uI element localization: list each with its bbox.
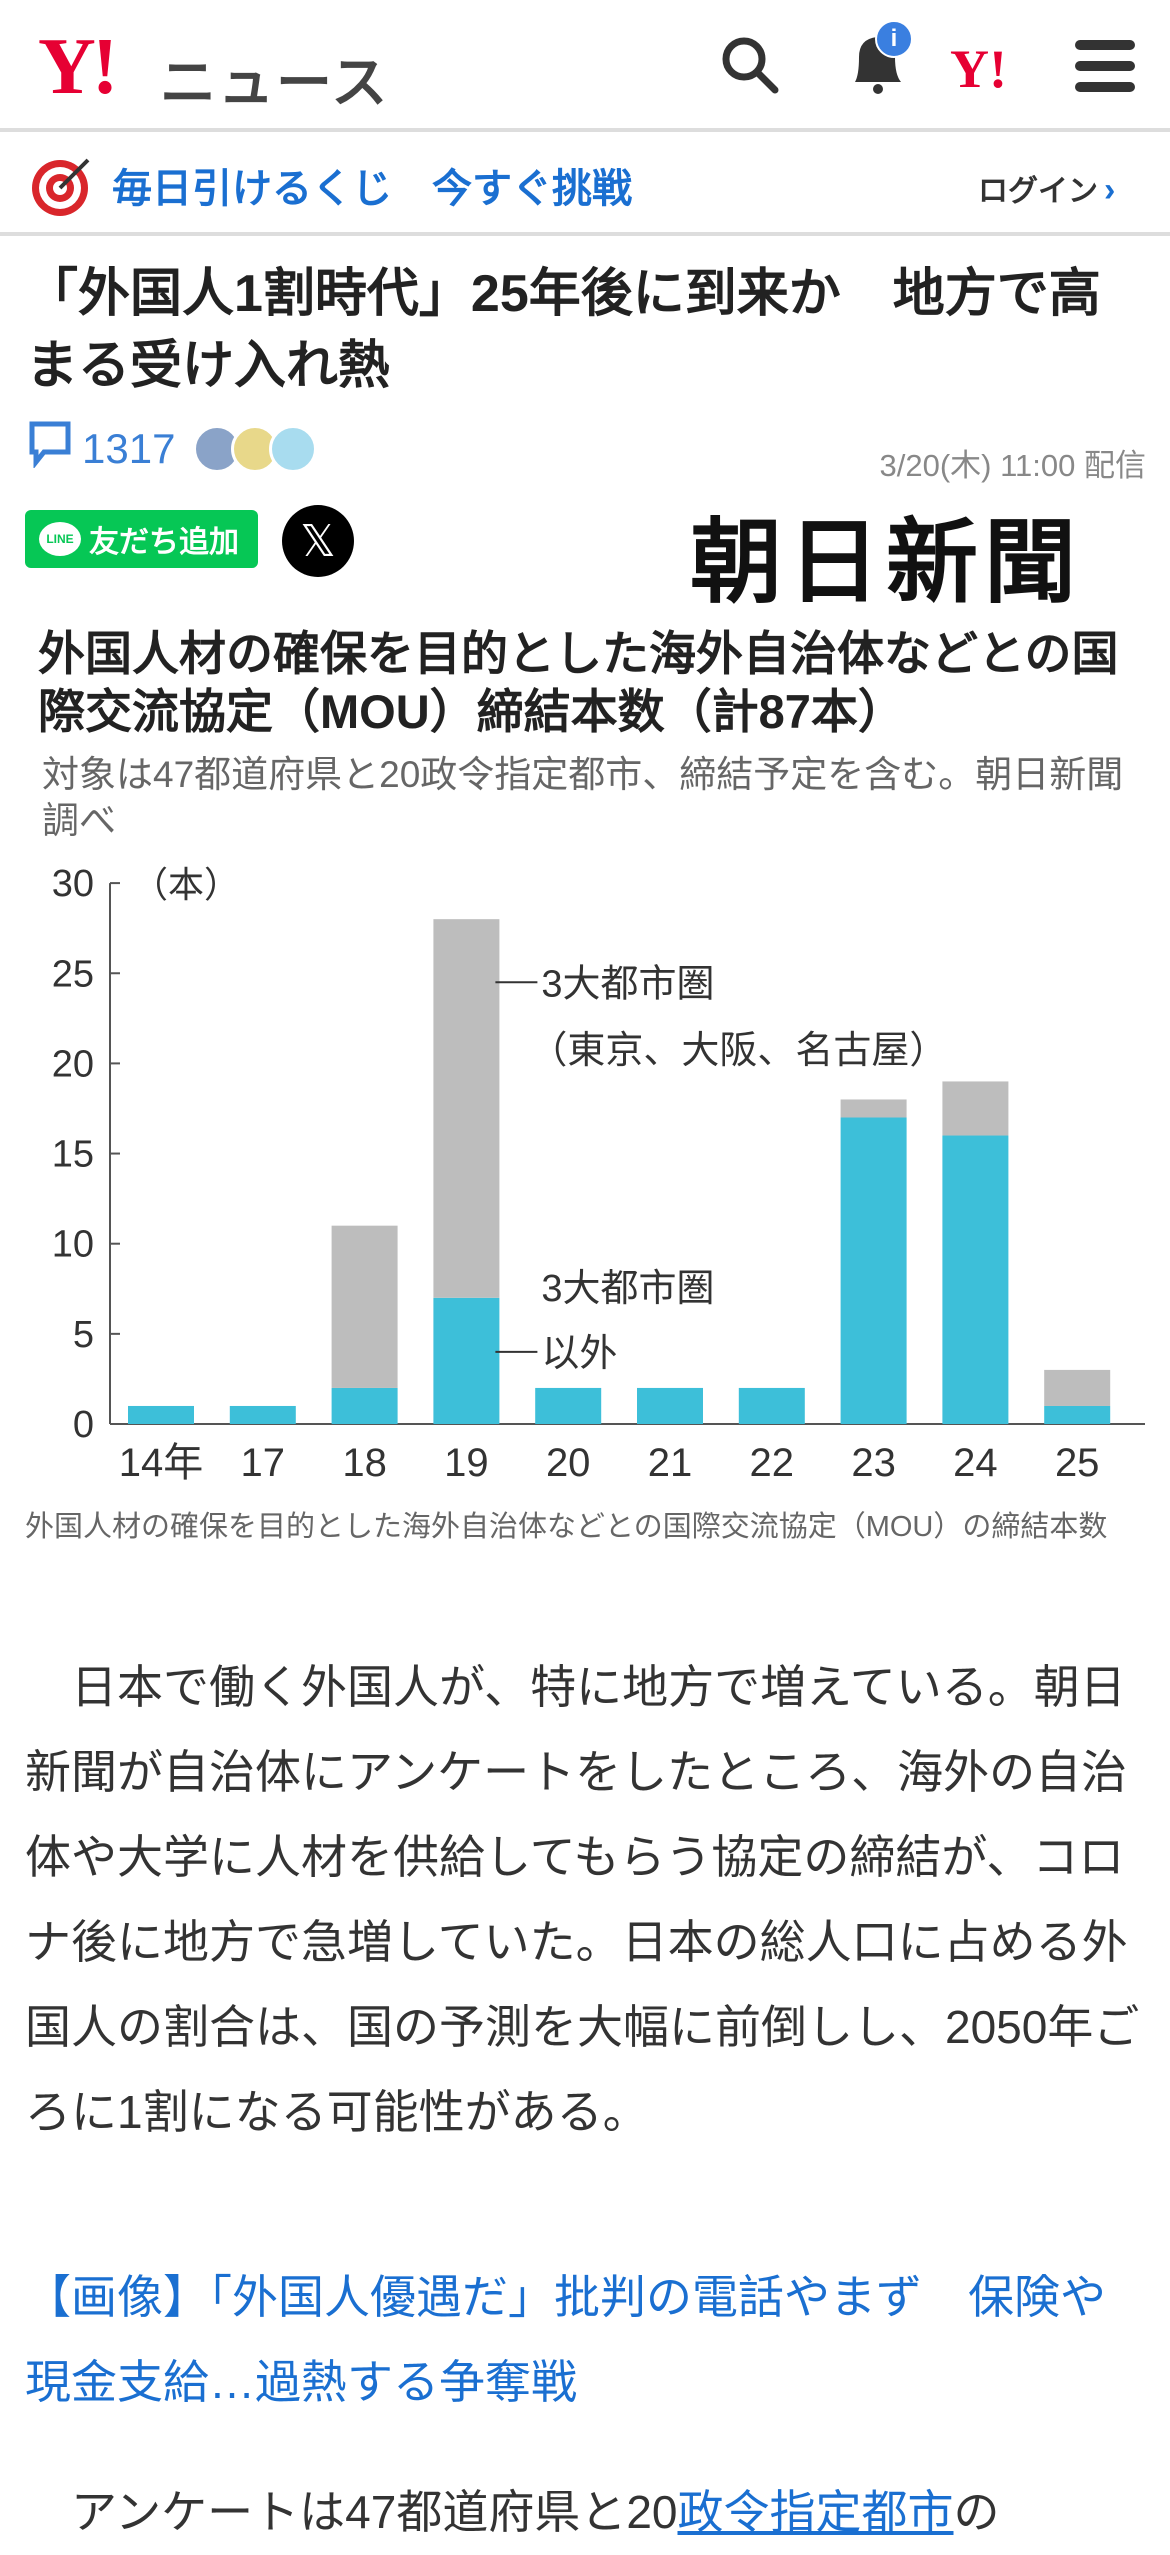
- yahoo-logo[interactable]: Y!: [38, 23, 118, 111]
- paragraph-text: アンケートは47都道府県と20: [25, 2486, 678, 2538]
- paragraph-text: の: [953, 2486, 1000, 2538]
- bar-major-cities: [331, 1225, 398, 1388]
- y-tick-label: 5: [73, 1314, 94, 1356]
- x-tick-label: 24: [953, 1441, 998, 1480]
- article-paragraph: アンケートは47都道府県と20政令指定都市の: [25, 2470, 1150, 2555]
- image-caption: 外国人材の確保を目的とした海外自治体などとの国際交流協定（MOU）の締結本数: [25, 1511, 1108, 1543]
- bar-other-regions: [433, 1297, 500, 1424]
- bar-other-regions: [738, 1387, 805, 1424]
- publish-date: 3/20(木) 11:00 配信: [879, 448, 1146, 483]
- article-paragraph: 日本で働く外国人が、特に地方で増えている。朝日新聞が自治体にアンケートをしたとこ…: [25, 1661, 1140, 2138]
- bar-other-regions: [840, 1117, 907, 1424]
- annotation-label: （東京、大阪、名古屋）: [529, 1030, 947, 1072]
- login-link[interactable]: ログイン ›: [978, 166, 1115, 210]
- bar-other-regions: [535, 1387, 602, 1424]
- y-axis-unit: （本）: [132, 864, 240, 905]
- x-tick-label: 23: [851, 1441, 896, 1480]
- notification-badge: i: [875, 20, 913, 58]
- line-button-label: 友だち追加: [89, 526, 239, 559]
- target-icon: [30, 154, 94, 223]
- line-add-friend-button[interactable]: LINE 友だち追加: [25, 510, 258, 568]
- chart-subtitle: 対象は47都道府県と20政令指定都市、締結予定を含む。朝日新聞調べ: [42, 754, 1124, 841]
- chart-title: 外国人材の確保を目的とした海外自治体などとの国際交流協定（MOU）締結本数（計8…: [38, 627, 1119, 738]
- news-logo-text[interactable]: ニュース: [160, 51, 390, 114]
- y-tick-label: 0: [73, 1404, 94, 1446]
- y-tick-label: 25: [52, 953, 94, 995]
- y-tick-label: 15: [52, 1134, 94, 1176]
- bar-other-regions: [128, 1405, 194, 1424]
- top-header: Y! ニュース i Y!: [0, 0, 1170, 132]
- article-title: 「外国人1割時代」25年後に到来か 地方で高まる受け入れ熱: [26, 265, 1101, 395]
- login-label: ログイン: [978, 175, 1098, 208]
- bar-major-cities: [840, 1099, 907, 1118]
- y-tick-label: 10: [52, 1224, 94, 1266]
- x-share-button[interactable]: 𝕏: [282, 505, 354, 577]
- mou-bar-chart: 0 5 10 15 20 25 30 （本） 14年 17 18 19 20 21 22 23 24 25 3大都市…: [52, 863, 1145, 1480]
- annotation-label: 3大都市圏: [541, 1268, 714, 1310]
- x-tick-label: 18: [342, 1441, 387, 1480]
- bar-major-cities: [1044, 1369, 1111, 1406]
- chevron-right-icon: ›: [1104, 171, 1116, 209]
- lottery-banner[interactable]: 毎日引けるくじ 今すぐ挑戦 ログイン ›: [0, 136, 1170, 236]
- x-tick-label: 20: [546, 1441, 591, 1480]
- bar-other-regions: [637, 1387, 703, 1424]
- search-icon[interactable]: [715, 30, 785, 100]
- x-tick-label: 17: [241, 1441, 286, 1480]
- comment-icon: [28, 420, 72, 478]
- x-tick-label: 14年: [119, 1441, 204, 1480]
- y-tick-label: 30: [52, 863, 94, 905]
- x-tick-label: 22: [750, 1441, 795, 1480]
- comment-count: 1317: [82, 425, 176, 472]
- y-tick-label: 20: [52, 1043, 94, 1085]
- bar-major-cities: [433, 919, 500, 1298]
- yahoo-japan-icon[interactable]: Y!: [950, 39, 1007, 99]
- avatar: [269, 425, 318, 473]
- designated-city-link[interactable]: 政令指定都市: [677, 2486, 954, 2538]
- menu-icon[interactable]: [1075, 38, 1135, 94]
- bar-other-regions: [942, 1135, 1009, 1424]
- bar-other-regions: [1044, 1405, 1111, 1424]
- x-tick-label: 25: [1055, 1441, 1100, 1480]
- x-tick-label: 21: [648, 1441, 693, 1480]
- comments-link[interactable]: 1317: [28, 420, 318, 478]
- bar-other-regions: [229, 1405, 296, 1424]
- lottery-text[interactable]: 毎日引けるくじ 今すぐ挑戦: [112, 167, 632, 211]
- bar-major-cities: [942, 1081, 1009, 1136]
- x-tick-label: 19: [444, 1441, 489, 1480]
- line-icon: LINE: [39, 522, 81, 556]
- bell-icon[interactable]: i: [835, 20, 925, 102]
- publisher-logo[interactable]: 朝日新聞: [690, 512, 1083, 614]
- related-image-link[interactable]: 【画像】「外国人優遇だ」批判の電話やまず 保険や現金支給…過熱する争奪戦: [25, 2271, 1106, 2408]
- annotation-label: 以外: [541, 1333, 617, 1375]
- annotation-label: 3大都市圏: [541, 963, 714, 1005]
- bar-other-regions: [331, 1387, 398, 1424]
